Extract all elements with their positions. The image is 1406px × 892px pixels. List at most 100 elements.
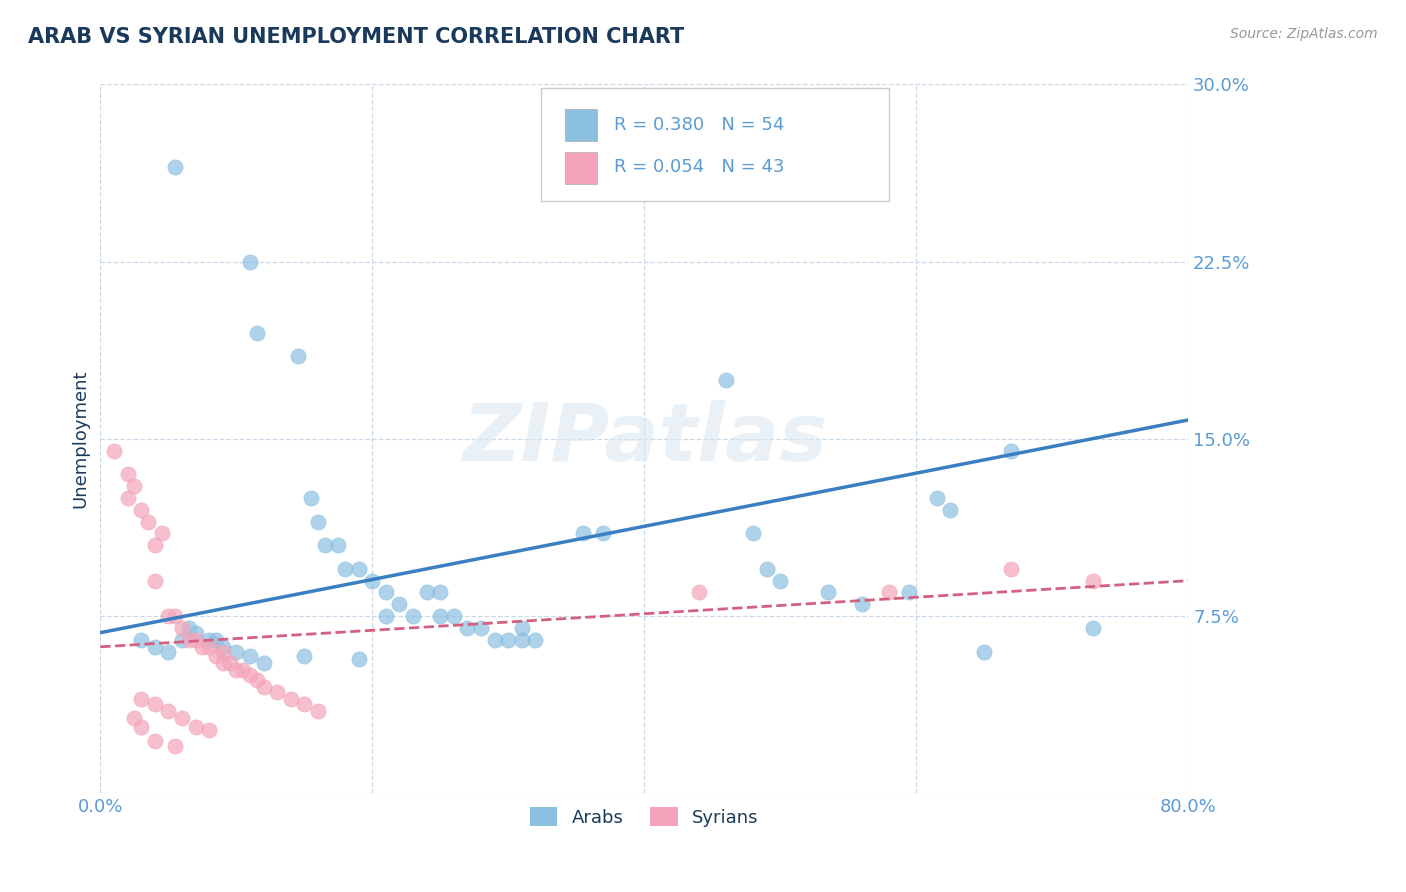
Point: [177, 632, 200, 647]
Point: [246, 326, 269, 340]
Text: R = 0.380   N = 54: R = 0.380 N = 54: [614, 116, 785, 134]
Point: [143, 574, 166, 588]
Point: [129, 691, 152, 706]
Point: [129, 632, 152, 647]
Point: [129, 503, 152, 517]
Point: [898, 585, 921, 599]
Point: [117, 491, 139, 505]
FancyBboxPatch shape: [541, 88, 889, 202]
Point: [205, 632, 228, 647]
Point: [239, 649, 262, 664]
Point: [117, 467, 139, 482]
Point: [347, 651, 370, 665]
Point: [184, 632, 207, 647]
Point: [307, 704, 329, 718]
Point: [572, 526, 595, 541]
Point: [688, 585, 710, 599]
Point: [246, 673, 269, 687]
Point: [333, 562, 356, 576]
Point: [184, 625, 207, 640]
Point: [211, 644, 233, 658]
Point: [150, 526, 173, 541]
Text: ZIPatlas: ZIPatlas: [461, 400, 827, 478]
Point: [232, 664, 254, 678]
Point: [198, 640, 221, 654]
Point: [388, 597, 411, 611]
Point: [328, 538, 350, 552]
Point: [266, 684, 288, 698]
Point: [484, 632, 506, 647]
Point: [225, 664, 247, 678]
Point: [124, 479, 146, 493]
Point: [136, 515, 159, 529]
Point: [211, 657, 233, 671]
Point: [1000, 443, 1022, 458]
Point: [198, 632, 221, 647]
Point: [198, 723, 221, 737]
Text: ARAB VS SYRIAN UNEMPLOYMENT CORRELATION CHART: ARAB VS SYRIAN UNEMPLOYMENT CORRELATION …: [28, 27, 685, 46]
Point: [1081, 621, 1104, 635]
Point: [429, 609, 451, 624]
Point: [239, 254, 262, 268]
Point: [510, 621, 533, 635]
Point: [742, 526, 765, 541]
Point: [225, 644, 247, 658]
Point: [307, 515, 329, 529]
Point: [925, 491, 948, 505]
Point: [443, 609, 465, 624]
Point: [314, 538, 336, 552]
Point: [1000, 562, 1022, 576]
Text: R = 0.054   N = 43: R = 0.054 N = 43: [614, 159, 785, 177]
Legend: Arabs, Syrians: Arabs, Syrians: [523, 800, 766, 834]
Point: [280, 691, 302, 706]
Point: [170, 621, 193, 635]
Point: [103, 443, 125, 458]
Point: [429, 585, 451, 599]
Point: [817, 585, 839, 599]
Point: [755, 562, 778, 576]
Y-axis label: Unemployment: Unemployment: [72, 369, 89, 508]
Point: [170, 632, 193, 647]
Text: Source: ZipAtlas.com: Source: ZipAtlas.com: [1230, 27, 1378, 41]
Point: [143, 734, 166, 748]
FancyBboxPatch shape: [565, 152, 598, 184]
Point: [191, 640, 214, 654]
Point: [252, 680, 274, 694]
Point: [374, 585, 396, 599]
Point: [470, 621, 492, 635]
Point: [165, 609, 187, 624]
Point: [287, 349, 309, 363]
Point: [239, 668, 262, 682]
Point: [211, 640, 233, 654]
Point: [592, 526, 614, 541]
Point: [1081, 574, 1104, 588]
Point: [402, 609, 425, 624]
Point: [170, 711, 193, 725]
Point: [252, 657, 274, 671]
Point: [292, 649, 315, 664]
Point: [157, 644, 180, 658]
Point: [165, 160, 187, 174]
Point: [877, 585, 900, 599]
Point: [973, 644, 995, 658]
Point: [129, 720, 152, 734]
Point: [851, 597, 873, 611]
Point: [299, 491, 322, 505]
Point: [361, 574, 384, 588]
Point: [498, 632, 520, 647]
Point: [939, 503, 962, 517]
Point: [415, 585, 437, 599]
Point: [374, 609, 396, 624]
Point: [205, 649, 228, 664]
Point: [165, 739, 187, 753]
Point: [347, 562, 370, 576]
Point: [769, 574, 792, 588]
Point: [157, 609, 180, 624]
Point: [714, 373, 737, 387]
Point: [184, 720, 207, 734]
Point: [510, 632, 533, 647]
Point: [177, 621, 200, 635]
Point: [218, 657, 240, 671]
Point: [143, 697, 166, 711]
Point: [456, 621, 478, 635]
